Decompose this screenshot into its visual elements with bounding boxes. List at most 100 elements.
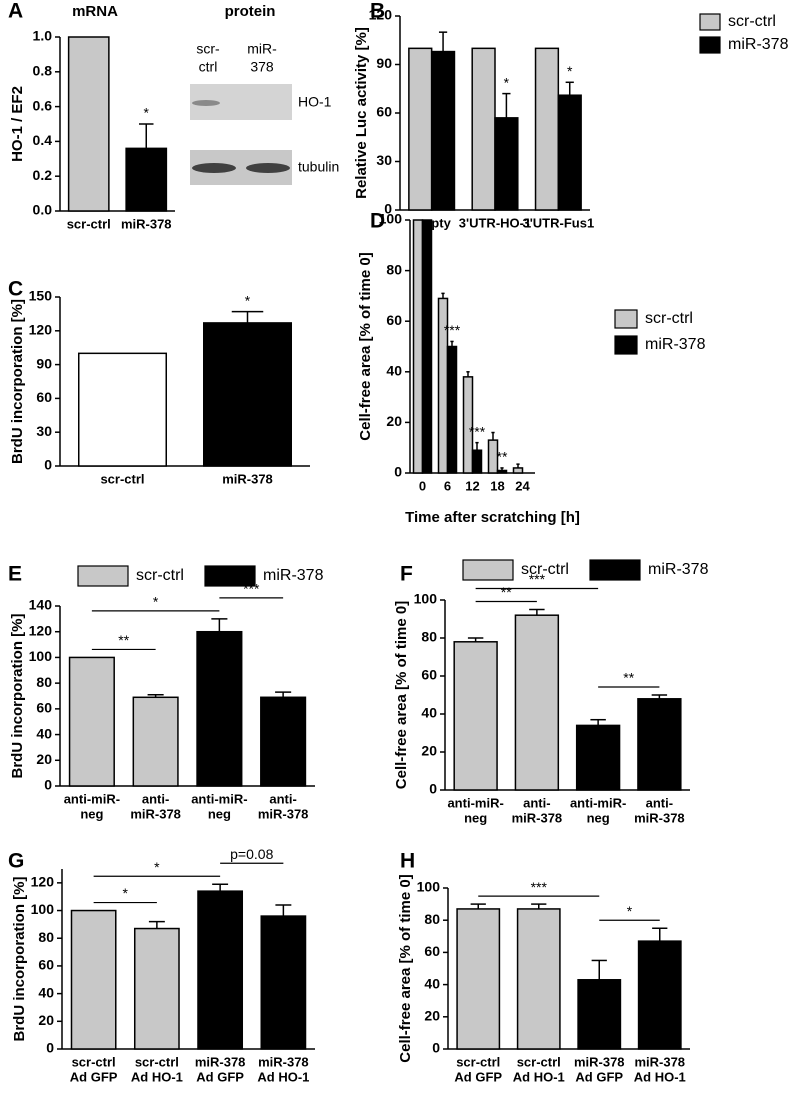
y-axis-label: Cell-free area [% of time 0] — [357, 252, 374, 440]
x-tick-label: scr-ctrl — [135, 1054, 179, 1069]
bar — [557, 94, 582, 211]
panel-title: mRNA — [72, 3, 118, 20]
y-tick-label: 40 — [38, 984, 54, 1000]
significance-label: * — [504, 74, 510, 90]
bar — [496, 469, 508, 474]
significance-label: *** — [469, 423, 486, 439]
panel-letter: H — [400, 850, 415, 873]
significance-label: ** — [497, 449, 508, 465]
x-tick-label: anti-miR- — [570, 795, 626, 810]
x-tick-label: miR-378 — [634, 810, 685, 825]
y-tick-label: 0.6 — [33, 97, 53, 113]
x-tick-label: miR-378 — [574, 1054, 625, 1069]
legend-swatch — [462, 559, 514, 581]
x-tick-label: Ad GFP — [196, 1069, 244, 1084]
x-tick-label: scr-ctrl — [67, 216, 111, 231]
x-tick-label: anti-miR- — [191, 791, 247, 806]
y-tick-label: 20 — [36, 751, 52, 767]
bar — [453, 641, 498, 791]
y-tick-label: 120 — [29, 322, 53, 338]
y-tick-label: 20 — [424, 1008, 440, 1024]
significance-label: *** — [531, 879, 548, 895]
significance-label: * — [153, 594, 159, 610]
blot-band — [246, 163, 290, 173]
y-axis-label: BrdU incorporation [%] — [9, 614, 26, 779]
y-tick-label: 80 — [424, 911, 440, 927]
band-label: HO-1 — [298, 94, 332, 110]
bar — [260, 696, 307, 787]
legend-label: miR-378 — [728, 36, 789, 53]
significance-label: *** — [529, 571, 546, 587]
y-tick-label: 60 — [424, 943, 440, 959]
x-tick-label: 6 — [444, 478, 451, 493]
x-tick-label: anti- — [142, 791, 169, 806]
bar — [430, 50, 456, 211]
y-tick-label: 60 — [386, 312, 402, 328]
panel-letter: G — [8, 850, 24, 873]
legend-label: scr-ctrl — [521, 561, 569, 578]
panel-letter: F — [400, 563, 413, 586]
x-tick-label: 18 — [490, 478, 504, 493]
x-tick-label: neg — [464, 810, 487, 825]
y-tick-label: 60 — [38, 957, 54, 973]
x-tick-label: anti- — [523, 795, 550, 810]
x-tick-label: anti- — [646, 795, 673, 810]
y-tick-label: 150 — [29, 288, 53, 304]
y-tick-label: 0 — [46, 1040, 54, 1056]
bar — [516, 908, 561, 1050]
bar — [68, 656, 115, 787]
significance-label: * — [245, 292, 251, 308]
x-tick-label: scr-ctrl — [100, 471, 144, 486]
legend-swatch — [614, 309, 638, 329]
bar — [494, 117, 519, 211]
bar — [196, 630, 243, 787]
y-axis-label: HO-1 / EF2 — [9, 86, 26, 162]
y-tick-label: 60 — [36, 389, 52, 405]
x-tick-label: anti-miR- — [447, 795, 503, 810]
y-tick-label: 0.0 — [33, 202, 53, 218]
x-tick-label: 24 — [515, 478, 530, 493]
y-axis-label: BrdU incorporation [%] — [9, 299, 26, 464]
y-tick-label: 90 — [376, 55, 392, 71]
legend-swatch — [77, 565, 129, 587]
x-tick-label: scr-ctrl — [72, 1054, 116, 1069]
y-tick-label: 40 — [36, 725, 52, 741]
x-tick-label: 3'UTR-HO-1 — [459, 215, 531, 230]
x-tick-label: scr-ctrl — [517, 1054, 561, 1069]
bar — [471, 47, 496, 211]
y-tick-label: 30 — [376, 152, 392, 168]
bar — [70, 909, 117, 1050]
y-axis-label: Relative Luc activity [%] — [353, 27, 370, 199]
lane-label: scr- — [196, 41, 220, 57]
legend-swatch — [614, 335, 638, 355]
y-tick-label: 80 — [386, 261, 402, 277]
legend-label: scr-ctrl — [136, 567, 184, 584]
significance-label: * — [567, 63, 573, 79]
significance-label: * — [144, 105, 150, 121]
lane-label: 378 — [250, 59, 274, 75]
significance-label: ** — [118, 632, 129, 648]
bar — [197, 890, 244, 1050]
panel-letter: E — [8, 563, 22, 586]
significance-label: * — [154, 859, 160, 875]
panel-letter: C — [8, 278, 23, 301]
panel-letter: D — [370, 210, 385, 233]
western-blot: protein scr- ctrl miR- 378 HO-1 tubulin — [190, 3, 339, 185]
lane-label: miR- — [247, 41, 277, 57]
x-tick-label: Ad HO-1 — [634, 1069, 686, 1084]
bar — [421, 219, 433, 474]
bar — [133, 927, 180, 1050]
x-tick-label: miR-378 — [195, 1054, 246, 1069]
legend-label: miR-378 — [648, 561, 709, 578]
y-tick-label: 100 — [29, 648, 53, 664]
y-tick-label: 100 — [31, 901, 55, 917]
x-tick-label: Ad HO-1 — [257, 1069, 309, 1084]
legend-label: scr-ctrl — [645, 310, 693, 327]
y-tick-label: 20 — [421, 743, 437, 759]
bar — [456, 908, 501, 1050]
significance-label: ** — [623, 670, 634, 686]
y-tick-label: 140 — [29, 597, 53, 613]
y-tick-label: 0 — [394, 464, 402, 480]
y-tick-label: 80 — [36, 674, 52, 690]
x-tick-label: anti- — [269, 791, 296, 806]
